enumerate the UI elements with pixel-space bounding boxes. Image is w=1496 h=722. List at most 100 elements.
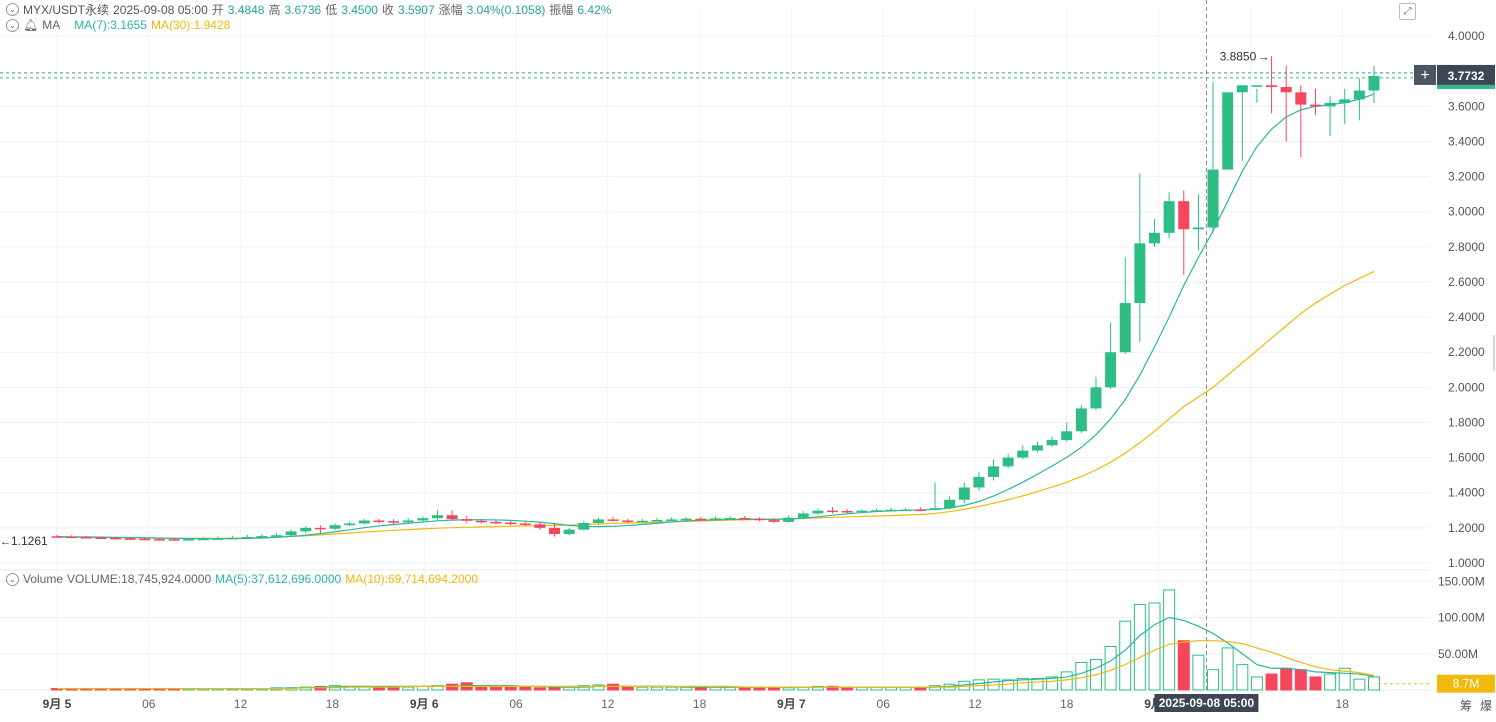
volume-legend: ⌄ Volume VOLUME:18,745,924.0000 MA(5):37… [6, 572, 478, 586]
fullscreen-expand-icon[interactable]: ⤢ [1399, 3, 1416, 20]
collapse-chevron-icon[interactable]: ⌄ [6, 572, 19, 586]
candle-body [578, 522, 590, 530]
volume-bars [51, 589, 1380, 691]
liquidation-button[interactable]: 爆 [1480, 699, 1493, 713]
candle-body [1251, 85, 1263, 87]
price-tick-label: 2.8000 [1448, 240, 1485, 254]
candle-body [51, 536, 63, 538]
candle-body [1178, 201, 1190, 230]
min-price-marker: 1.1261 [11, 534, 48, 548]
volume-bar [1280, 667, 1293, 691]
candle-body [739, 518, 751, 520]
candle-body [958, 487, 970, 500]
candle-body [519, 523, 531, 525]
time-tick-label: 18 [326, 697, 340, 711]
bar-datetime: 2025-09-08 05:00 [113, 2, 208, 17]
candle-body [753, 518, 765, 521]
candle-body [168, 539, 180, 541]
candle-body [300, 527, 312, 532]
price-legend: ⌄ MYX/USDT永续 2025-09-08 05:00 开 3.4848 高… [6, 1, 611, 18]
candle-body [1339, 99, 1351, 103]
amplitude-value: 6.42% [577, 2, 612, 17]
candle-body [446, 515, 458, 520]
candle-body [885, 509, 897, 512]
candle-body [1075, 408, 1087, 432]
grid [0, 8, 1430, 690]
ma30-value: MA(30):1.9428 [150, 18, 231, 32]
candle-body [490, 521, 502, 524]
candle-body [1309, 104, 1321, 107]
price-tick-label: 3.4000 [1448, 134, 1485, 148]
candle-body [929, 508, 941, 510]
price-tick-label: 2.4000 [1448, 310, 1485, 324]
candle-body [1368, 75, 1380, 91]
volume-ma5-value: MA(5):37,612,696.0000 [215, 572, 342, 586]
volume-bar [577, 685, 590, 691]
max-arrow-icon: → [1258, 49, 1270, 63]
candle-body [1031, 445, 1043, 451]
ma30-line [56, 270, 1375, 539]
volume-bar [1368, 676, 1380, 691]
candle-body [110, 537, 122, 540]
candle-body [988, 466, 1000, 477]
time-tick-label: 18 [1336, 697, 1350, 711]
volume-bar [1221, 647, 1234, 691]
candle-body [1207, 169, 1219, 228]
crosshair-price-label: 3.7732 [1448, 69, 1485, 83]
candle-body [622, 520, 634, 522]
chip-distribution-button[interactable]: 筹 [1460, 699, 1473, 713]
candle-body [1266, 85, 1278, 88]
price-tick-label: 1.8000 [1448, 415, 1485, 429]
candle-body [475, 520, 487, 523]
volume-bar [826, 685, 839, 691]
ma-legend: ⌄ 🔔︎ MA MA(7):3.1655 MA(30):1.9428 [6, 18, 230, 32]
bell-icon[interactable]: 🔔︎ [23, 18, 39, 32]
volume-bar [1265, 673, 1278, 691]
volume-bar [665, 686, 678, 691]
volume-bar [650, 686, 663, 691]
candle-body [812, 510, 824, 514]
candle-body [80, 536, 92, 539]
candle-body [1222, 92, 1234, 170]
candle-body [417, 518, 429, 521]
price-tick-label: 4.0000 [1448, 29, 1485, 43]
scrollbar-handle [1493, 335, 1495, 371]
candle-body [344, 523, 356, 526]
volume-bar [533, 687, 546, 691]
ma-indicator-name: MA [42, 18, 61, 32]
amplitude-label: 振幅 [549, 3, 574, 17]
candle-body [1002, 457, 1014, 467]
low-value: 3.4500 [341, 2, 378, 17]
candle-body [856, 510, 868, 513]
price-tick-label: 3.6000 [1448, 99, 1485, 113]
collapse-chevron-icon[interactable]: ⌄ [6, 18, 19, 32]
candle-body [1061, 431, 1073, 441]
ma7-line [56, 93, 1375, 540]
volume-bar [929, 685, 941, 691]
candle-body [139, 538, 151, 541]
volume-ma5-line [57, 616, 1375, 690]
volume-bar [1207, 669, 1220, 691]
volume-bar [607, 683, 620, 691]
close-label: 收 [381, 3, 394, 17]
price-tick-label: 1.4000 [1448, 486, 1485, 500]
plus-icon: + [1420, 67, 1429, 84]
candle-body [944, 499, 956, 509]
volume-bar [1324, 673, 1337, 691]
candle-body [549, 527, 561, 534]
price-tick-label: 2.0000 [1448, 380, 1485, 394]
time-tick-label: 06 [142, 697, 156, 711]
candle-body [592, 519, 604, 523]
high-value: 3.6736 [284, 2, 322, 17]
candle-body [373, 520, 385, 522]
crosshair-time-label: 2025-09-08 05:00 [1159, 696, 1255, 710]
volume-ma10-line [57, 640, 1375, 690]
current-price-tag [1437, 84, 1495, 89]
candle-body [636, 520, 648, 523]
collapse-chevron-icon[interactable]: ⌄ [6, 3, 19, 16]
candle-body [256, 536, 268, 538]
volume-bar [1075, 661, 1088, 691]
volume-bar [1119, 620, 1132, 691]
